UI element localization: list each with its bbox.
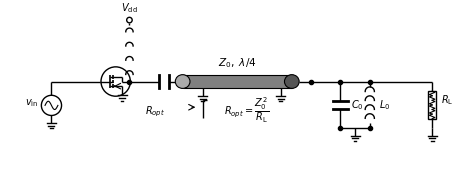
Ellipse shape [284, 75, 299, 88]
Text: $R_{\rm L}$: $R_{\rm L}$ [441, 93, 454, 107]
Text: $R_{opt}$: $R_{opt}$ [145, 105, 165, 119]
Text: $L_0$: $L_0$ [379, 98, 390, 112]
Text: $Z_0,\ \lambda/4$: $Z_0,\ \lambda/4$ [218, 56, 256, 70]
Text: $R_{opt} = \dfrac{Z_0^{\,2}}{R_{\rm L}}$: $R_{opt} = \dfrac{Z_0^{\,2}}{R_{\rm L}}$ [224, 95, 270, 125]
Text: $C_0$: $C_0$ [350, 98, 363, 112]
Bar [428, 91, 436, 119]
Ellipse shape [175, 75, 190, 88]
Text: $v_{\rm in}$: $v_{\rm in}$ [26, 98, 39, 109]
Text: $V_{\rm dd}$: $V_{\rm dd}$ [121, 2, 138, 15]
Bar [182, 75, 292, 88]
